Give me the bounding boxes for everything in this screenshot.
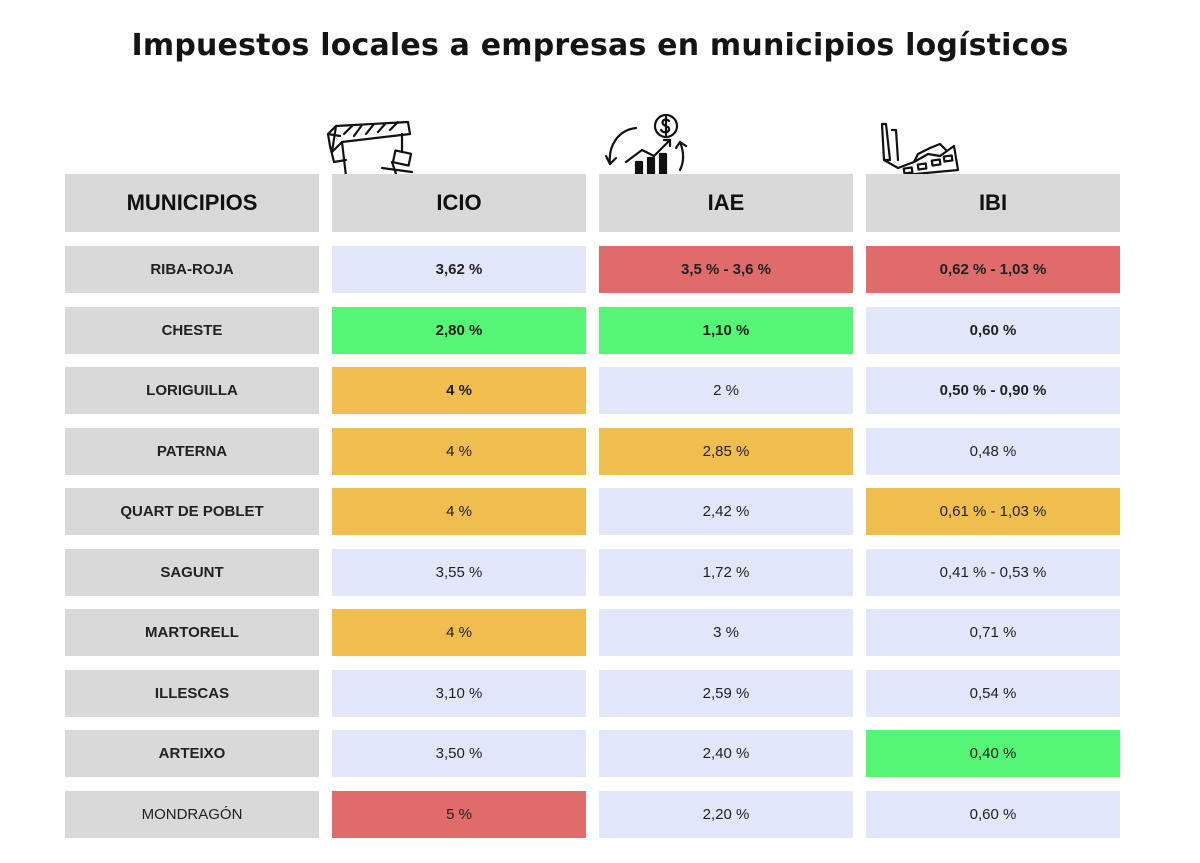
municipio-cell: QUART DE POBLET [65, 488, 319, 535]
icio-cell: 5 % [332, 790, 586, 838]
municipio-cell: CHESTE [65, 306, 319, 354]
municipio-cell: PATERNA [65, 427, 319, 475]
header-spacer [65, 232, 1120, 246]
crane-icon [322, 112, 422, 176]
municipio-cell: LORIGUILLA [65, 367, 319, 414]
ibi-cell: 0,60 % [866, 306, 1120, 354]
icio-cell: 4 % [332, 488, 586, 535]
iae-cell: 1,72 % [599, 548, 853, 596]
iae-cell: 2,20 % [599, 790, 853, 838]
header-icio: ICIO [332, 174, 586, 232]
ibi-cell: 0,54 % [866, 669, 1120, 717]
icio-cell: 3,10 % [332, 669, 586, 717]
tax-table: MUNICIPIOS ICIO IAE IBI RIBA-ROJA 3,62 % 3… [65, 174, 1120, 851]
icio-cell: 4 % [332, 609, 586, 656]
municipio-cell: ILLESCAS [65, 669, 319, 717]
municipio-cell: ARTEIXO [65, 730, 319, 777]
iae-cell: 2,40 % [599, 730, 853, 777]
ibi-cell: 0,60 % [866, 790, 1120, 838]
ibi-cell: 0,61 % - 1,03 % [866, 488, 1120, 535]
ibi-cell: 0,48 % [866, 427, 1120, 475]
municipio-cell: MARTORELL [65, 609, 319, 656]
header-municipios: MUNICIPIOS [65, 174, 319, 232]
icio-cell: 3,50 % [332, 730, 586, 777]
iae-cell: 3,5 % - 3,6 % [599, 246, 853, 293]
icio-cell: 3,55 % [332, 548, 586, 596]
municipio-cell: SAGUNT [65, 548, 319, 596]
iae-cell: 2,85 % [599, 427, 853, 475]
ibi-cell: 0,41 % - 0,53 % [866, 548, 1120, 596]
iae-cell: 2,59 % [599, 669, 853, 717]
iae-cell: 2 % [599, 367, 853, 414]
header-ibi: IBI [866, 174, 1120, 232]
iae-cell: 3 % [599, 609, 853, 656]
icio-cell: 3,62 % [332, 246, 586, 293]
iae-cell: 2,42 % [599, 488, 853, 535]
ibi-cell: 0,71 % [866, 609, 1120, 656]
ibi-cell: 0,62 % - 1,03 % [866, 246, 1120, 293]
ibi-cell: 0,40 % [866, 730, 1120, 777]
icio-cell: 4 % [332, 367, 586, 414]
municipio-cell: RIBA-ROJA [65, 246, 319, 293]
icio-cell: 4 % [332, 427, 586, 475]
municipio-cell: MONDRAGÓN [65, 790, 319, 838]
ibi-cell: 0,50 % - 0,90 % [866, 367, 1120, 414]
iae-cell: 1,10 % [599, 306, 853, 354]
header-iae: IAE [599, 174, 853, 232]
factory-icon [874, 112, 974, 176]
money-growth-icon [598, 112, 698, 176]
icio-cell: 2,80 % [332, 306, 586, 354]
page-title: Impuestos locales a empresas en municipi… [131, 28, 1069, 63]
